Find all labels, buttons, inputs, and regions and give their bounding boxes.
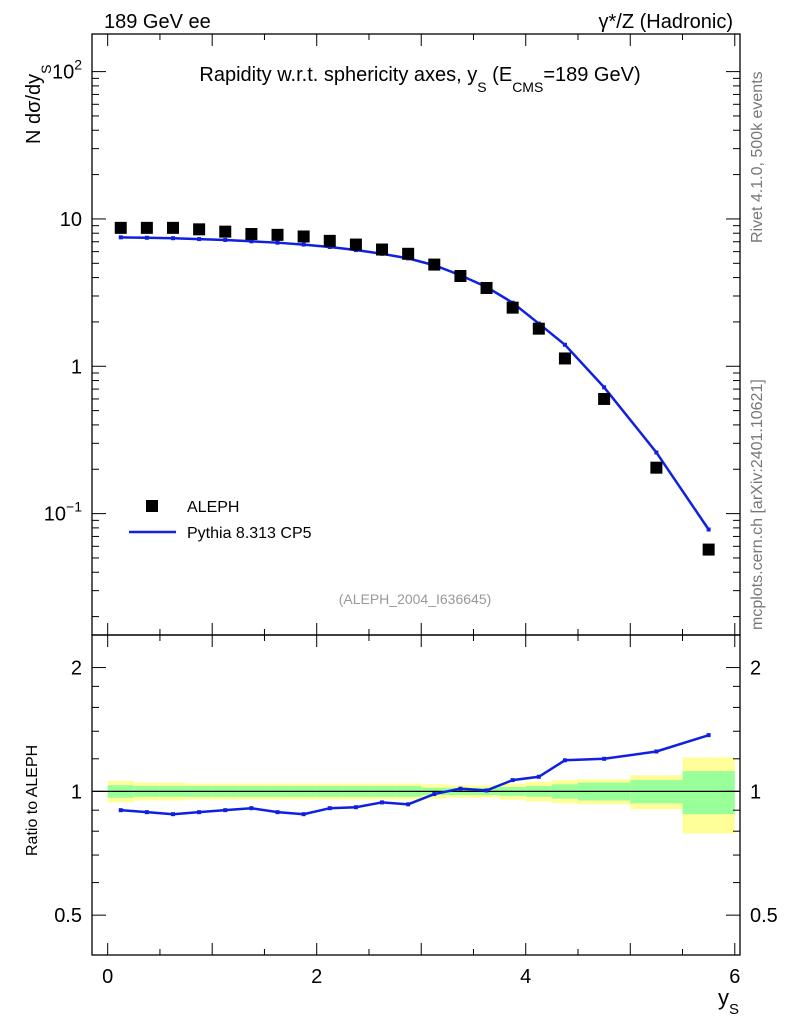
mc-point bbox=[223, 237, 228, 242]
ratio-point bbox=[602, 756, 607, 761]
data-marker bbox=[167, 221, 179, 234]
ratio-point bbox=[510, 778, 515, 783]
ratio-point bbox=[171, 812, 175, 817]
mc-point bbox=[301, 242, 306, 247]
mc-point bbox=[197, 237, 202, 242]
ratio-point bbox=[432, 792, 437, 797]
ratio-point bbox=[654, 749, 659, 754]
ratio-point bbox=[301, 812, 306, 817]
ratio-y-tick-label: 1 bbox=[71, 781, 82, 803]
band-inner-bin bbox=[682, 771, 735, 815]
data-marker bbox=[271, 228, 284, 241]
y-tick-label: 1 bbox=[71, 356, 82, 378]
ratio-point bbox=[144, 810, 149, 815]
data-marker bbox=[454, 269, 467, 282]
main-panel-frame bbox=[91, 33, 741, 636]
legend-mc-label: Pythia 8.313 CP5 bbox=[187, 525, 312, 542]
mc-point bbox=[327, 245, 332, 250]
mc-point bbox=[118, 235, 123, 240]
data-marker bbox=[297, 230, 310, 243]
ratio-panel-frame bbox=[91, 634, 741, 956]
mc-point bbox=[144, 235, 149, 240]
data-marker bbox=[428, 258, 441, 271]
ratio-point bbox=[118, 808, 123, 813]
x-tick-label: 0 bbox=[102, 966, 113, 988]
y-tick-label: 102 bbox=[52, 57, 82, 84]
data-marker bbox=[376, 243, 389, 256]
data-marker bbox=[349, 238, 362, 251]
plot-frames bbox=[91, 33, 741, 956]
ratio-y-tick-label: 2 bbox=[71, 658, 82, 680]
data-marker bbox=[598, 392, 611, 405]
header-left: 189 GeV ee bbox=[104, 11, 211, 33]
data-marker bbox=[323, 234, 336, 247]
ratio-point bbox=[275, 810, 280, 815]
mc-point bbox=[171, 236, 175, 241]
ratio-point bbox=[706, 733, 711, 738]
rivet-version-label: Rivet 4.1.0, 500k events bbox=[749, 71, 766, 243]
ratio-y-tick-label-right: 1 bbox=[750, 781, 761, 803]
ratio-point bbox=[223, 808, 228, 813]
ratio-y-axis-label: Ratio to ALEPH bbox=[24, 745, 41, 856]
legend-data-marker bbox=[146, 500, 158, 512]
legend-data-label: ALEPH bbox=[187, 499, 239, 516]
x-tick-label: 2 bbox=[311, 966, 322, 988]
mc-point bbox=[706, 527, 711, 532]
main-title: Rapidity w.r.t. sphericity axes, yS (ECM… bbox=[199, 64, 640, 95]
ratio-point bbox=[484, 788, 489, 793]
ratio-point bbox=[536, 774, 541, 779]
x-tick-label: 6 bbox=[729, 966, 740, 988]
ratio-point bbox=[249, 806, 254, 811]
data-marker bbox=[480, 281, 493, 294]
data-marker bbox=[506, 301, 519, 314]
data-marker bbox=[245, 228, 258, 241]
ratio-point bbox=[197, 810, 202, 815]
header-right: γ*/Z (Hadronic) bbox=[599, 11, 733, 33]
data-marker bbox=[114, 221, 127, 234]
ratio-point bbox=[406, 802, 411, 807]
data-marker bbox=[702, 543, 715, 556]
ratio-point bbox=[380, 800, 385, 805]
y-tick-label: 10 bbox=[60, 209, 82, 231]
mc-point bbox=[275, 240, 280, 245]
mc-point bbox=[602, 385, 607, 390]
mc-curve bbox=[120, 236, 710, 531]
ratio-uncertainty-bands bbox=[92, 757, 740, 834]
data-marker bbox=[650, 461, 663, 474]
ratio-y-tick-label: 0.5 bbox=[54, 905, 82, 927]
mc-point bbox=[249, 239, 254, 244]
ratio-y-tick-label-right: 0.5 bbox=[750, 905, 778, 927]
main-y-axis-label: N dσ/dyS bbox=[23, 65, 54, 145]
x-tick-label: 4 bbox=[520, 966, 531, 988]
y-tick-label: 10−1 bbox=[44, 499, 82, 526]
ratio-point bbox=[327, 806, 332, 811]
data-marker bbox=[402, 247, 415, 260]
mc-point bbox=[562, 342, 567, 347]
analysis-watermark: (ALEPH_2004_I636645) bbox=[339, 591, 492, 607]
ratio-point bbox=[353, 805, 358, 810]
mcplots-label: mcplots.cern.ch [arXiv:2401.10621] bbox=[749, 379, 766, 630]
data-marker bbox=[193, 223, 206, 236]
legend: ALEPH Pythia 8.313 CP5 bbox=[129, 499, 312, 542]
data-marker bbox=[558, 352, 571, 365]
ratio-y-tick-label-right: 2 bbox=[750, 658, 761, 680]
ratio-point bbox=[458, 786, 463, 791]
axis-tick-labels: 0 2 4 6 102 10 1 10−1 0.5 0.5 1 1 2 2 bbox=[44, 57, 778, 988]
data-series bbox=[114, 221, 715, 817]
data-marker bbox=[532, 322, 545, 335]
mc-point bbox=[654, 450, 659, 455]
axis-ticks bbox=[92, 34, 740, 955]
x-axis-label: yS bbox=[718, 985, 739, 1018]
ratio-point bbox=[562, 758, 567, 763]
data-marker bbox=[140, 221, 153, 234]
data-marker bbox=[219, 225, 232, 238]
